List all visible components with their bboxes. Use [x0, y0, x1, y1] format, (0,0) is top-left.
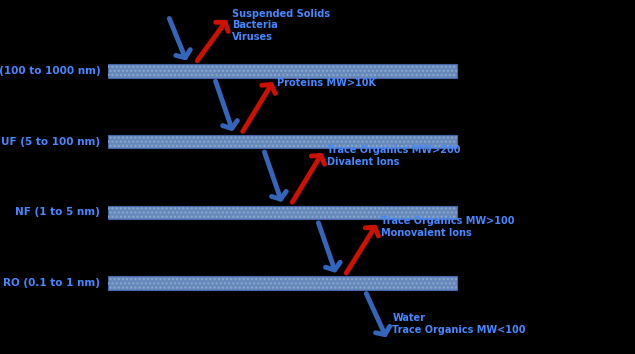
Bar	[108, 276, 457, 290]
Bar	[108, 135, 457, 148]
Text: Trace Organics MW>200
Divalent Ions: Trace Organics MW>200 Divalent Ions	[327, 145, 460, 167]
Bar	[108, 64, 457, 78]
Text: UF (5 to 100 nm): UF (5 to 100 nm)	[1, 137, 100, 147]
Bar	[108, 206, 457, 219]
Text: Water
Trace Organics MW<100: Water Trace Organics MW<100	[392, 313, 526, 335]
Text: RO (0.1 to 1 nm): RO (0.1 to 1 nm)	[3, 278, 100, 288]
Text: Proteins MW>10K: Proteins MW>10K	[277, 78, 376, 88]
Text: MF (100 to 1000 nm): MF (100 to 1000 nm)	[0, 66, 100, 76]
Bar	[108, 135, 457, 148]
Text: NF (1 to 5 nm): NF (1 to 5 nm)	[15, 207, 100, 217]
Text: Trace Organics MW>100
Monovalent Ions: Trace Organics MW>100 Monovalent Ions	[381, 216, 514, 238]
Bar	[108, 206, 457, 219]
Text: Suspended Solids
Bacteria
Viruses: Suspended Solids Bacteria Viruses	[232, 9, 330, 42]
Bar	[108, 276, 457, 290]
Bar	[108, 64, 457, 78]
